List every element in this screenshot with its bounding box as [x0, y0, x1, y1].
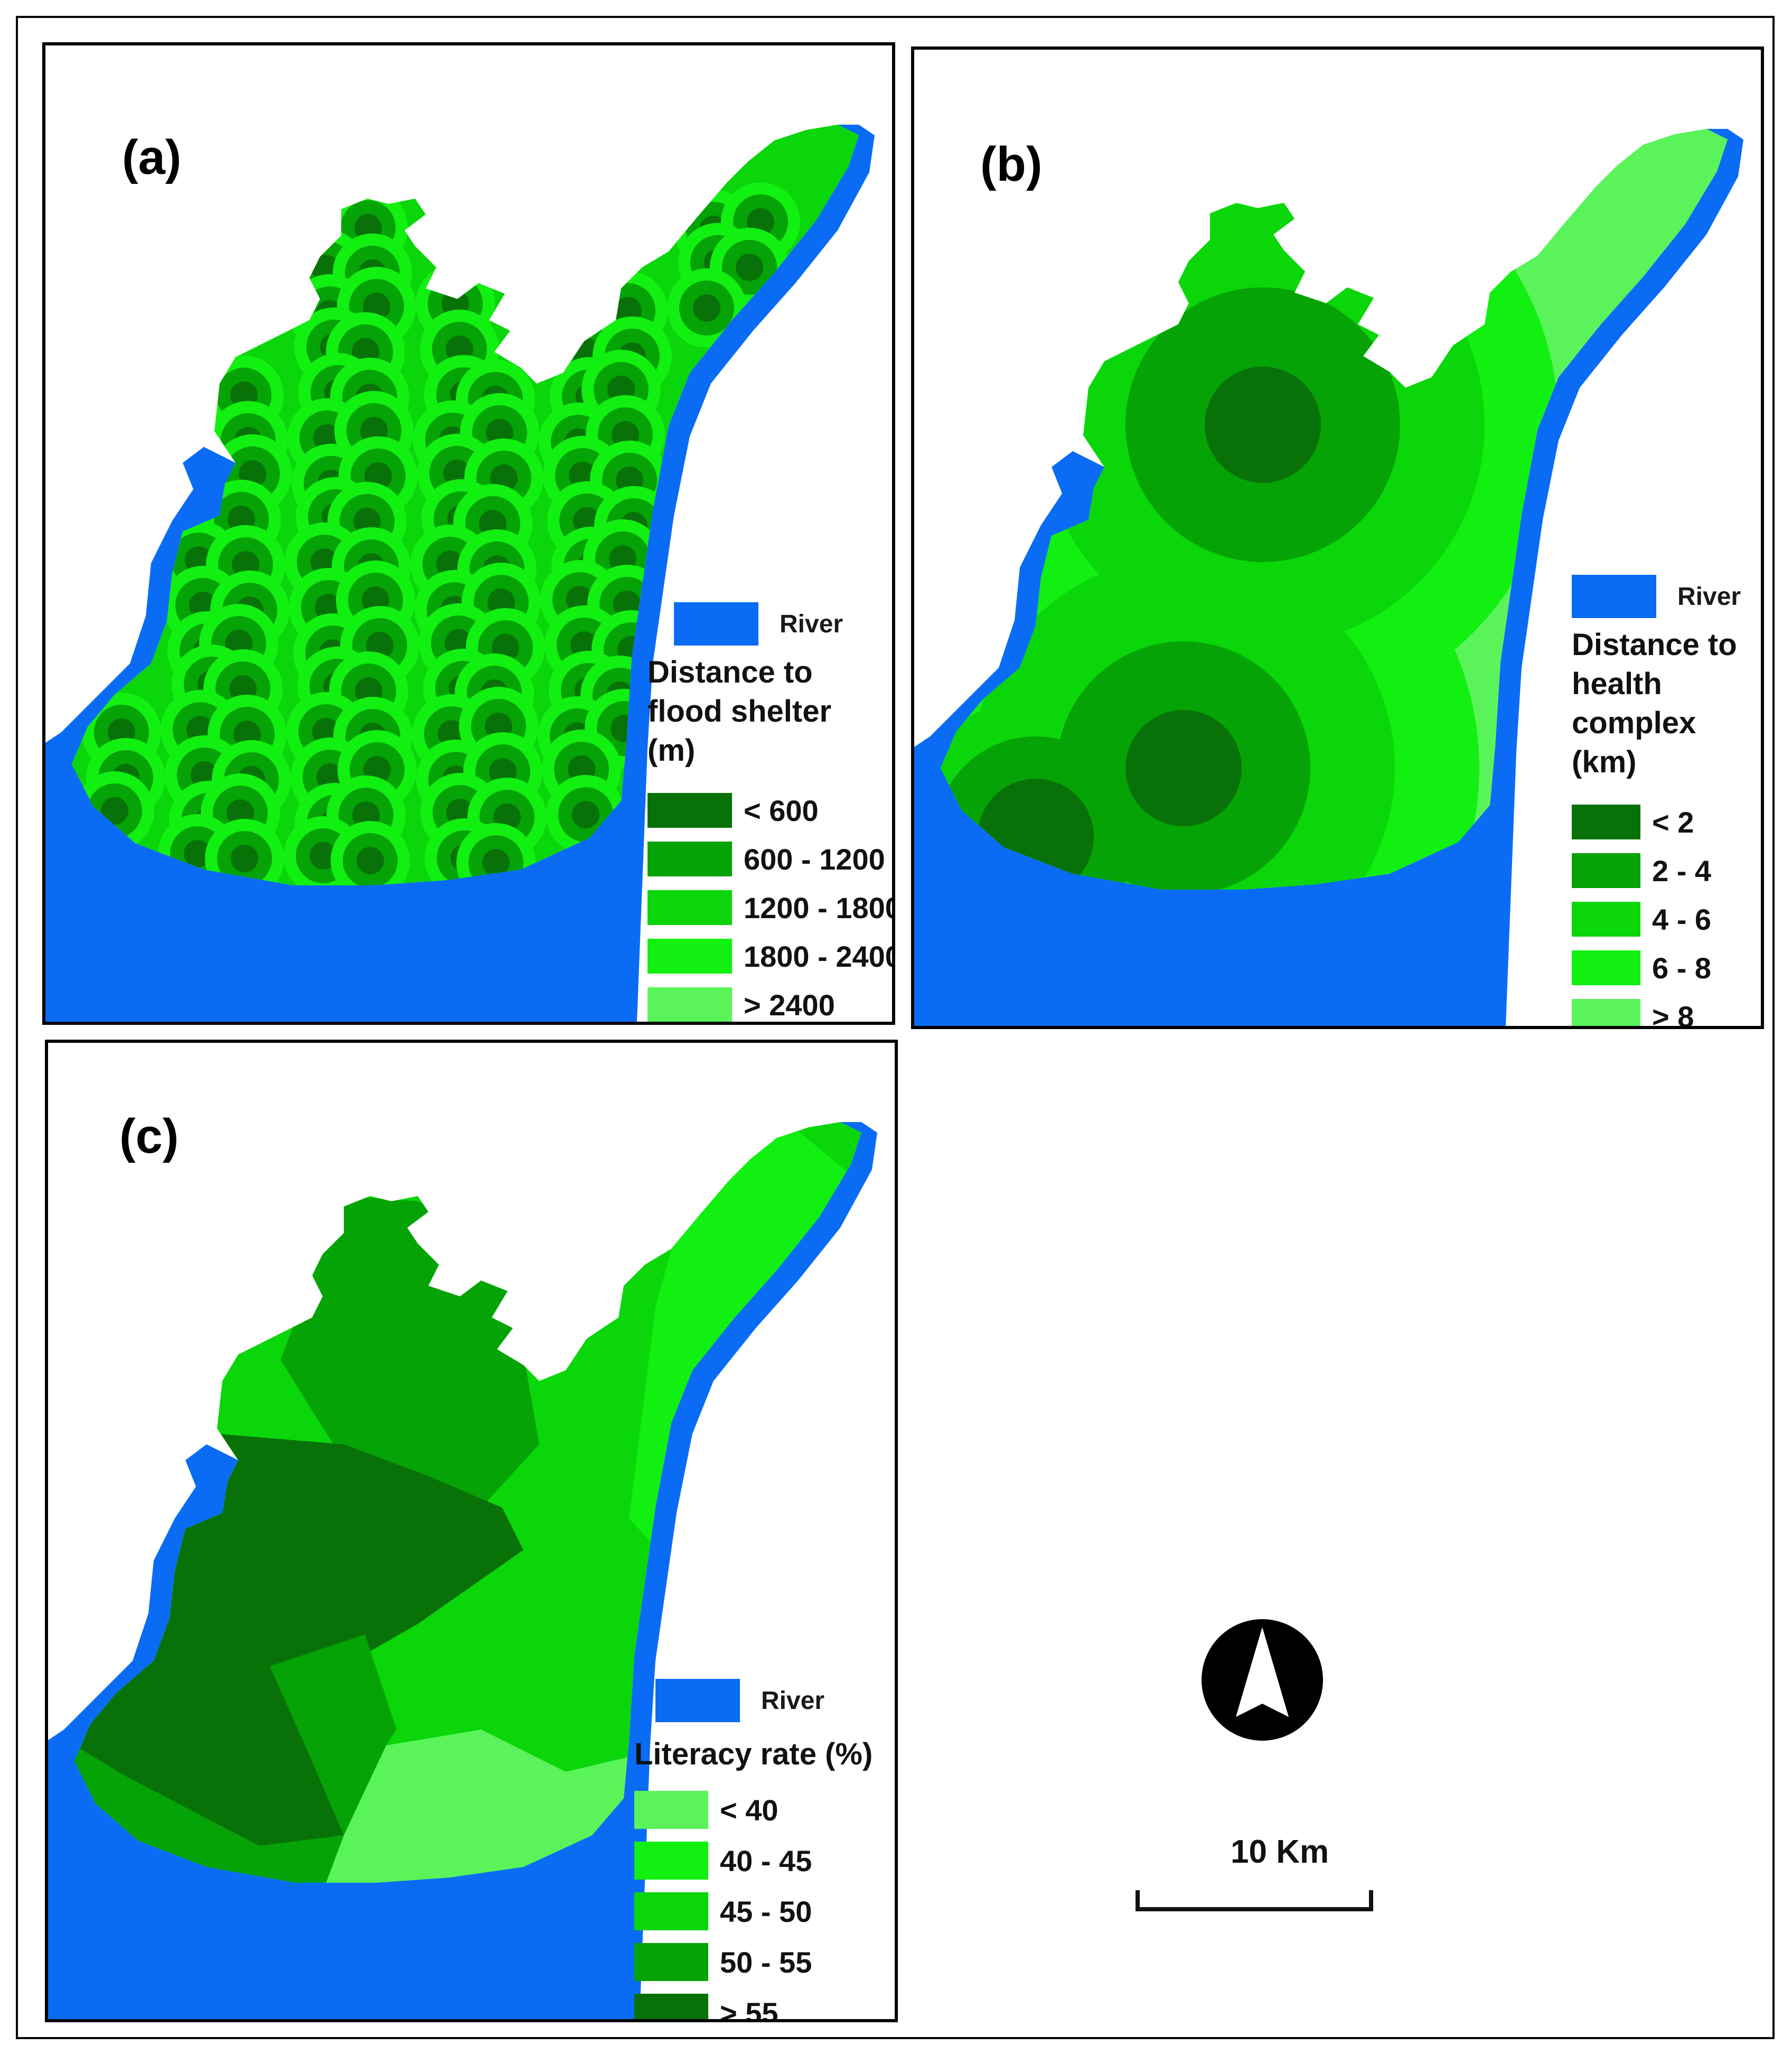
legend-title-line: (km)	[1572, 745, 1637, 779]
map-c	[48, 1122, 877, 2019]
river-swatch	[674, 602, 758, 646]
legend-swatch	[634, 1994, 708, 2019]
legend-swatch	[648, 987, 732, 1022]
legend-label: 40 - 45	[720, 1844, 812, 1877]
panel-label: (b)	[980, 137, 1043, 191]
health-zone-ring	[1125, 710, 1242, 826]
legend-row: 1800 - 2400	[648, 932, 895, 980]
legend-row: 45 - 50	[634, 1886, 872, 1937]
panel-label: (c)	[119, 1109, 179, 1163]
legend-swatch	[634, 1943, 708, 1981]
legend-label: < 40	[720, 1793, 778, 1827]
legend-row: 1200 - 1800	[648, 883, 895, 932]
legend-row: < 2	[1572, 798, 1741, 846]
legend-a: River Distance to flood shelter (m) < 60…	[648, 600, 895, 1022]
legend-label: 2 - 4	[1652, 854, 1712, 888]
legend-row: 600 - 1200	[648, 835, 892, 883]
legend-c: River Literacy rate (%) < 40 40 - 45 45 …	[634, 1677, 873, 2022]
health-zone-ring	[1205, 367, 1321, 483]
legend-swatch	[648, 793, 732, 828]
legend-row: > 8	[1572, 992, 1741, 1029]
legend-swatch	[1572, 853, 1640, 888]
map-a	[45, 125, 875, 1022]
legend-label: > 8	[1652, 1000, 1694, 1029]
river-area	[48, 1122, 877, 2019]
legend-label: 45 - 50	[720, 1894, 812, 1928]
legend-swatch	[634, 1842, 708, 1880]
legend-swatch	[634, 1892, 708, 1930]
shelter-zone-ring	[101, 797, 128, 825]
legend-label: 4 - 6	[1652, 902, 1712, 936]
river-area	[45, 125, 875, 1022]
legend-river-row: River	[1572, 573, 1741, 620]
panel-a-flood-shelter-map: (a) River Distance to flood shelter (m) …	[42, 42, 895, 1025]
legend-row: 2 - 4	[1572, 846, 1741, 895]
panel-c-literacy-map: (c) River Literacy rate (%) < 40 40 - 45…	[45, 1040, 898, 2022]
river-label: River	[780, 610, 843, 638]
legend-row: < 40	[634, 1785, 872, 1835]
legend-river-row: River	[655, 1677, 872, 1724]
legend-swatch	[1572, 902, 1640, 937]
legend-title-line: health	[1572, 667, 1662, 701]
legend-title: Distance to flood shelter (m)	[648, 653, 892, 770]
legend-river-row: River	[674, 600, 892, 648]
river-area	[914, 129, 1743, 1026]
shelter-zone-ring	[309, 842, 337, 870]
legend-row: > 55	[634, 1987, 872, 2022]
legend-swatch	[1572, 999, 1640, 1026]
legend-swatch	[648, 842, 732, 876]
legend-row: < 600	[648, 786, 892, 835]
legend-label: 50 - 55	[720, 1945, 812, 1979]
legend-swatch	[1572, 805, 1640, 839]
legend-title-line: Distance to	[648, 655, 813, 689]
shelter-distance-zones	[75, 182, 800, 885]
legend-swatch	[648, 890, 732, 925]
shelter-zone-ring	[736, 254, 763, 281]
north-arrow-icon	[1202, 1619, 1323, 1741]
figure-frame	[16, 16, 1775, 2039]
scale-label: 10 Km	[1231, 1834, 1329, 1870]
legend-label: 600 - 1200	[744, 842, 885, 876]
legend-title-line: flood shelter	[648, 694, 832, 728]
legend-label: > 2400	[744, 988, 835, 1022]
legend-row: 50 - 55	[634, 1937, 872, 1987]
legend-title-line: (m)	[648, 733, 696, 768]
legend-swatch	[634, 1791, 708, 1829]
legend-label: < 2	[1652, 805, 1694, 839]
legend-title: Literacy rate (%)	[634, 1737, 873, 1771]
shelter-zone-ring	[231, 845, 258, 872]
shelter-zone-ring	[184, 840, 211, 867]
legend-label: < 600	[744, 793, 819, 827]
river-swatch	[1572, 575, 1656, 618]
legend-swatch	[1572, 950, 1640, 985]
shelter-zone-ring	[356, 847, 384, 874]
legend-label: 1200 - 1800	[744, 891, 895, 924]
shelter-zone-ring	[693, 294, 720, 322]
legend-row: 40 - 45	[634, 1835, 872, 1886]
zone-literacy-50-55-middle	[270, 1634, 397, 1835]
legend-row: > 2400	[648, 980, 892, 1022]
river-label: River	[761, 1686, 825, 1715]
panel-label: (a)	[122, 130, 182, 184]
panel-b-health-complex-map: (b) River Distance to health complex (km…	[911, 46, 1764, 1029]
legend-b: River Distance to health complex (km) < …	[1572, 573, 1741, 1029]
legend-row: 6 - 8	[1572, 944, 1741, 992]
river-label: River	[1677, 582, 1741, 611]
legend-title: Distance to health complex (km)	[1572, 625, 1741, 782]
shelter-zone-ring	[482, 849, 510, 876]
legend-label: > 55	[720, 1996, 778, 2022]
shelter-zone-ring	[572, 801, 599, 828]
legend-swatch	[648, 939, 732, 974]
scale-bar-line	[1136, 1890, 1373, 1911]
legend-label: 1800 - 2400	[744, 939, 895, 973]
legend-title-line: complex	[1572, 706, 1696, 740]
map-b	[914, 129, 1743, 1026]
river-swatch	[655, 1679, 740, 1722]
legend-label: 6 - 8	[1652, 951, 1712, 985]
legend-title-line: Distance to	[1572, 628, 1737, 662]
legend-row: 4 - 6	[1572, 895, 1741, 944]
